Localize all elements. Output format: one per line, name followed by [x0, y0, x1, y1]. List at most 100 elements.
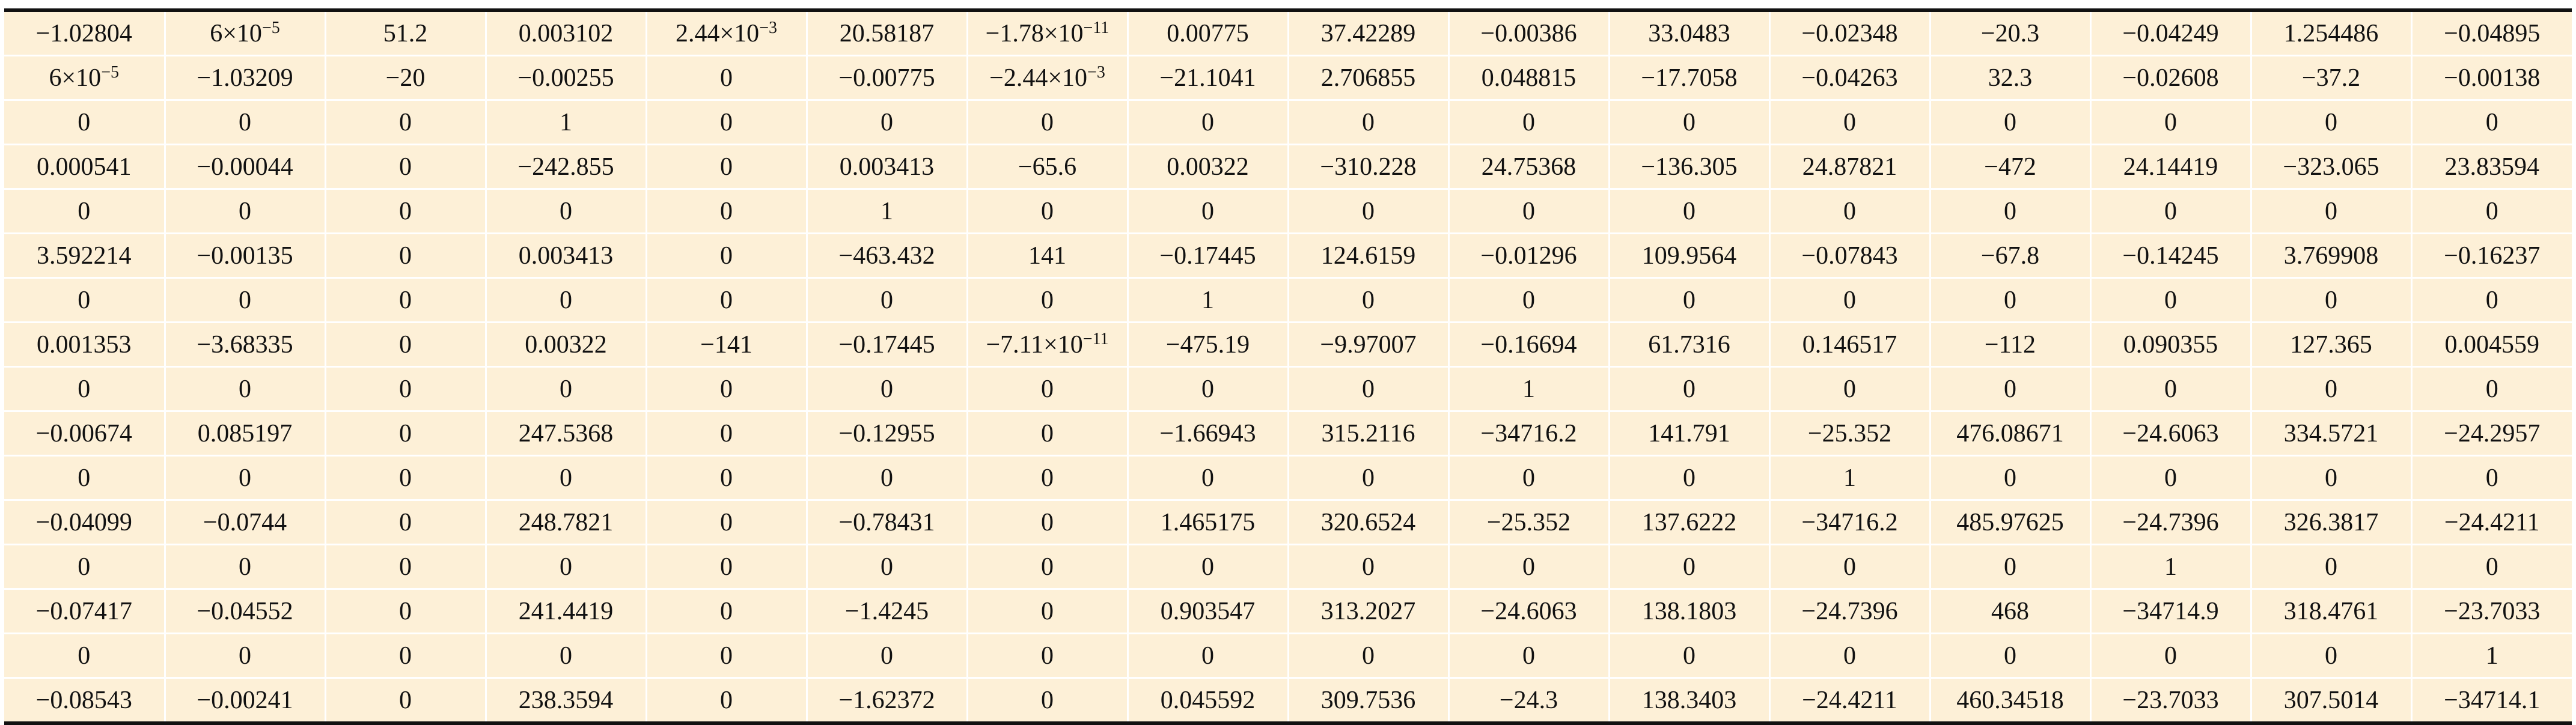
table-cell: −0.00386	[1448, 10, 1610, 56]
table-cell: 0	[4, 189, 166, 234]
table-cell: 0.146517	[1769, 322, 1931, 368]
table-row: −0.00674 0.085197 0 247.5368 0 −0.12955 0 −1.66…	[4, 411, 2572, 457]
table-cell: 0	[2251, 455, 2413, 501]
table-cell: 1	[486, 100, 647, 145]
table-cell: 0	[967, 678, 1129, 723]
table-cell: 0	[4, 455, 166, 501]
table-cell: −1.78×10−11	[967, 10, 1129, 56]
table-cell: 0	[4, 633, 166, 679]
table-cell: 0	[807, 366, 968, 412]
table-cell: 0.903547	[1128, 589, 1289, 634]
table-cell: 0	[1769, 544, 1931, 590]
table-cell: 0	[1609, 100, 1771, 145]
table-cell: 141	[967, 233, 1129, 279]
table-cell: −25.352	[1769, 411, 1931, 457]
table-cell: −0.17445	[807, 322, 968, 368]
table-cell: 33.0483	[1609, 10, 1771, 56]
exponent: −5	[101, 62, 119, 82]
table-cell: −24.7396	[2090, 500, 2252, 545]
table-cell: 2.44×10−3	[646, 10, 808, 56]
table-cell: 24.75368	[1448, 144, 1610, 190]
table-cell: 0	[1448, 100, 1610, 145]
table-cell: −65.6	[967, 144, 1129, 190]
table-cell: 460.34518	[1930, 678, 2092, 723]
table-cell: −0.07417	[4, 589, 166, 634]
table-cell: −1.02804	[4, 10, 166, 56]
table-cell: 0	[967, 455, 1129, 501]
table-cell: 0	[2411, 366, 2572, 412]
table-cell: 0	[165, 544, 326, 590]
table-cell: 0	[1128, 455, 1289, 501]
table-cell: 0	[165, 366, 326, 412]
table-cell: −0.14245	[2090, 233, 2252, 279]
table-cell: 0	[1930, 278, 2092, 323]
table-cell: 0	[967, 411, 1129, 457]
table-cell: −3.68335	[165, 322, 326, 368]
table-cell: 0	[1609, 455, 1771, 501]
table-cell: −136.305	[1609, 144, 1771, 190]
table-cell: −0.02348	[1769, 10, 1931, 56]
table-cell: 0	[1609, 366, 1771, 412]
table-cell: 238.3594	[486, 678, 647, 723]
table-cell: 0	[967, 500, 1129, 545]
table-cell: −0.07843	[1769, 233, 1931, 279]
table-cell: 24.14419	[2090, 144, 2252, 190]
table-cell: 0	[2411, 455, 2572, 501]
table-cell: 0	[807, 633, 968, 679]
table-cell: 334.5721	[2251, 411, 2413, 457]
table-cell: −23.7033	[2090, 678, 2252, 723]
table-cell: −0.17445	[1128, 233, 1289, 279]
table-cell: −141	[646, 322, 808, 368]
table-cell: 0	[1769, 100, 1931, 145]
table-cell: 0	[1128, 100, 1289, 145]
table-cell: 0	[807, 278, 968, 323]
matrix-body: −1.02804 6×10−5 51.2 0.003102 2.44×10−3 20.58…	[4, 10, 2572, 723]
table-cell: 0	[1288, 189, 1450, 234]
table-cell: −112	[1930, 322, 2092, 368]
table-cell: 0	[2411, 544, 2572, 590]
table-cell: −0.04099	[4, 500, 166, 545]
table-cell: 0	[2090, 100, 2252, 145]
table-cell: 0	[325, 100, 487, 145]
table-cell: 0	[646, 144, 808, 190]
table-cell: 0	[646, 233, 808, 279]
table-cell: 0	[325, 544, 487, 590]
table-cell: 0.045592	[1128, 678, 1289, 723]
table-row: −0.04099 −0.0744 0 248.7821 0 −0.78431 0 1.4651…	[4, 500, 2572, 545]
table-cell: 0	[1448, 189, 1610, 234]
table-cell: −37.2	[2251, 55, 2413, 101]
table-cell: 315.2116	[1288, 411, 1450, 457]
table-cell: 0	[4, 100, 166, 145]
exponent: −11	[1083, 18, 1109, 37]
table-cell: 0	[1769, 278, 1931, 323]
table-cell: 0	[1288, 278, 1450, 323]
table-cell: 326.3817	[2251, 500, 2413, 545]
table-cell: −0.16694	[1448, 322, 1610, 368]
table-cell: 0	[2251, 366, 2413, 412]
table-row: −0.07417 −0.04552 0 241.4419 0 −1.4245 0 0.9035…	[4, 589, 2572, 634]
table-cell: −0.78431	[807, 500, 968, 545]
table-cell: 0	[1288, 100, 1450, 145]
table-cell: 0	[646, 500, 808, 545]
table-cell: 0	[646, 189, 808, 234]
table-cell: 0	[486, 633, 647, 679]
table-cell: 0	[486, 366, 647, 412]
table-cell: 0	[1128, 366, 1289, 412]
table-cell: 0	[2090, 278, 2252, 323]
table-cell: 0	[325, 455, 487, 501]
table-cell: −25.352	[1448, 500, 1610, 545]
table-cell: 0.00322	[486, 322, 647, 368]
table-cell: 0.003413	[486, 233, 647, 279]
table-cell: −0.08543	[4, 678, 166, 723]
table-cell: 0	[1288, 544, 1450, 590]
table-cell: −0.00775	[807, 55, 968, 101]
table-cell: 0	[325, 411, 487, 457]
table-cell: 248.7821	[486, 500, 647, 545]
table-cell: 0	[2411, 100, 2572, 145]
table-cell: 3.592214	[4, 233, 166, 279]
table-cell: 0	[646, 366, 808, 412]
table-cell: −7.11×10−11	[967, 322, 1129, 368]
table-cell: 0	[1930, 100, 2092, 145]
table-cell: −0.0744	[165, 500, 326, 545]
